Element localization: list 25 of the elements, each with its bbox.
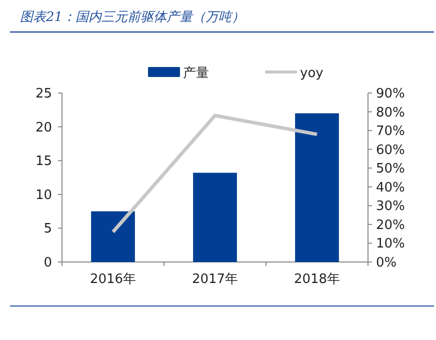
y2-tick-label: 60%	[376, 142, 405, 158]
y-tick-label: 0	[44, 256, 52, 270]
y2-tick-label: 50%	[376, 162, 405, 177]
legend-label: yoy	[300, 66, 324, 81]
y2-tick-label: 90%	[376, 86, 405, 102]
y2-tick-label: 80%	[376, 105, 405, 120]
y2-tick-label: 30%	[376, 199, 405, 214]
x-tick-label: 2017年	[192, 272, 238, 287]
chart-title: 图表21：国内三元前驱体产量（万吨）	[20, 10, 245, 25]
legend-label: 产量	[183, 66, 209, 81]
y-tick-label: 15	[35, 154, 52, 170]
x-tick-label: 2016年	[90, 272, 136, 287]
y2-tick-label: 70%	[376, 124, 405, 140]
y-tick-label: 5	[44, 222, 52, 237]
x-tick-label: 2018年	[294, 272, 340, 287]
y2-tick-label: 20%	[376, 218, 405, 233]
bar	[193, 172, 237, 262]
y2-tick-label: 10%	[376, 236, 405, 252]
y2-tick-label: 40%	[376, 180, 405, 196]
y-tick-label: 20	[35, 120, 52, 136]
y-tick-label: 10	[35, 188, 52, 203]
y-tick-label: 25	[35, 86, 52, 102]
bar	[91, 211, 135, 262]
bar	[295, 113, 339, 262]
y2-tick-label: 0%	[376, 256, 397, 270]
